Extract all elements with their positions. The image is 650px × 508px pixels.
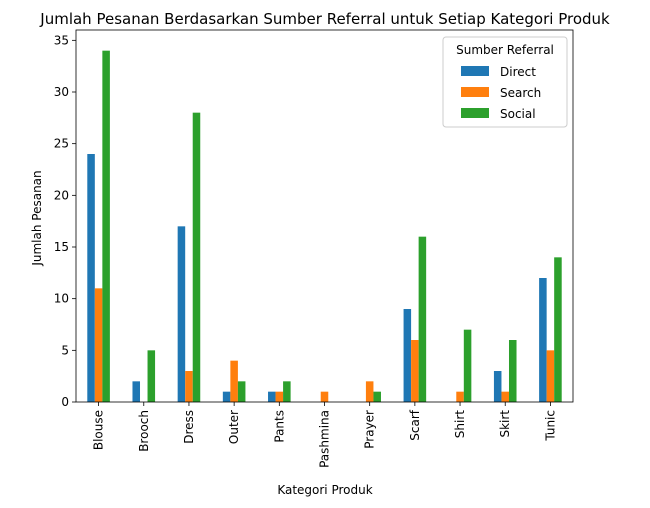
- y-axis-label: Jumlah Pesanan: [30, 170, 44, 266]
- bar-direct-pants: [268, 391, 276, 402]
- y-tick-label: 0: [61, 395, 69, 409]
- bar-direct-dress: [177, 226, 186, 402]
- bar-search-scarf: [411, 340, 419, 402]
- x-tick-label-prayer: Prayer: [363, 410, 377, 449]
- legend-title: Sumber Referral: [456, 43, 554, 57]
- x-tick-label-tunic: Tunic: [543, 410, 557, 442]
- legend-label-direct: Direct: [500, 65, 536, 79]
- plot-area: 0 5 10 15 20 25 30 35 Blouse Brooch Dress Outer Pan…: [54, 29, 574, 468]
- bar-search-skirt: [501, 391, 509, 402]
- bar-search-shirt: [456, 391, 464, 402]
- bar-social-outer: [237, 381, 246, 402]
- x-axis-label: Kategori Produk: [277, 483, 372, 497]
- x-tick-label-brooch: Brooch: [137, 410, 151, 452]
- bar-search-pants: [275, 391, 284, 402]
- bar-social-brooch: [147, 350, 156, 402]
- y-axis-ticks: 0 5 10 15 20 25 30 35: [54, 33, 76, 409]
- x-tick-label-shirt: Shirt: [453, 410, 467, 438]
- bar-search-dress: [185, 371, 193, 402]
- x-tick-label-dress: Dress: [182, 410, 196, 444]
- x-tick-label-outer: Outer: [227, 410, 241, 444]
- y-tick-label: 15: [54, 240, 69, 254]
- bar-search-outer: [230, 360, 238, 402]
- x-tick-label-blouse: Blouse: [92, 410, 106, 450]
- bar-direct-outer: [222, 391, 231, 402]
- bar-social-blouse: [102, 50, 110, 403]
- bar-social-tunic: [554, 257, 562, 402]
- bar-direct-brooch: [132, 381, 141, 402]
- legend-box: [442, 36, 568, 128]
- bar-social-scarf: [418, 236, 427, 402]
- y-tick-label: 30: [54, 85, 69, 99]
- legend-swatch-search: [461, 87, 489, 97]
- bar-social-prayer: [373, 391, 381, 402]
- bar-direct-scarf: [403, 309, 412, 402]
- legend-swatch-direct: [461, 66, 489, 76]
- bar-social-shirt: [463, 329, 472, 402]
- bar-direct-skirt: [493, 371, 502, 402]
- y-tick-label: 20: [54, 188, 69, 202]
- bar-search-blouse: [94, 288, 103, 402]
- bar-direct-blouse: [87, 154, 95, 402]
- y-tick-label: 25: [54, 137, 69, 151]
- bars-layer: [87, 50, 562, 403]
- bar-social-dress: [192, 112, 201, 403]
- x-tick-label-pants: Pants: [272, 410, 286, 443]
- x-tick-label-pashmina: Pashmina: [318, 410, 332, 468]
- bar-social-pants: [283, 381, 291, 402]
- bar-direct-tunic: [539, 278, 547, 402]
- x-tick-label-skirt: Skirt: [498, 410, 512, 438]
- x-tick-label-scarf: Scarf: [408, 409, 422, 441]
- bar-social-skirt: [508, 340, 517, 402]
- bar-search-prayer: [365, 381, 374, 402]
- bar-search-tunic: [546, 350, 555, 402]
- legend-items: Direct Search Social: [461, 65, 541, 121]
- legend: Sumber Referral Direct Search Social: [442, 36, 568, 128]
- legend-label-social: Social: [500, 107, 536, 121]
- y-tick-label: 10: [54, 292, 69, 306]
- chart-title: Jumlah Pesanan Berdasarkan Sumber Referr…: [39, 10, 610, 28]
- y-tick-label: 5: [61, 343, 69, 357]
- legend-swatch-social: [461, 108, 489, 118]
- x-axis-ticks: Blouse Brooch Dress Outer Pants Pashmina Praye…: [92, 402, 557, 468]
- y-tick-label: 35: [54, 33, 69, 47]
- bar-search-pashmina: [320, 391, 329, 402]
- legend-label-search: Search: [500, 86, 541, 100]
